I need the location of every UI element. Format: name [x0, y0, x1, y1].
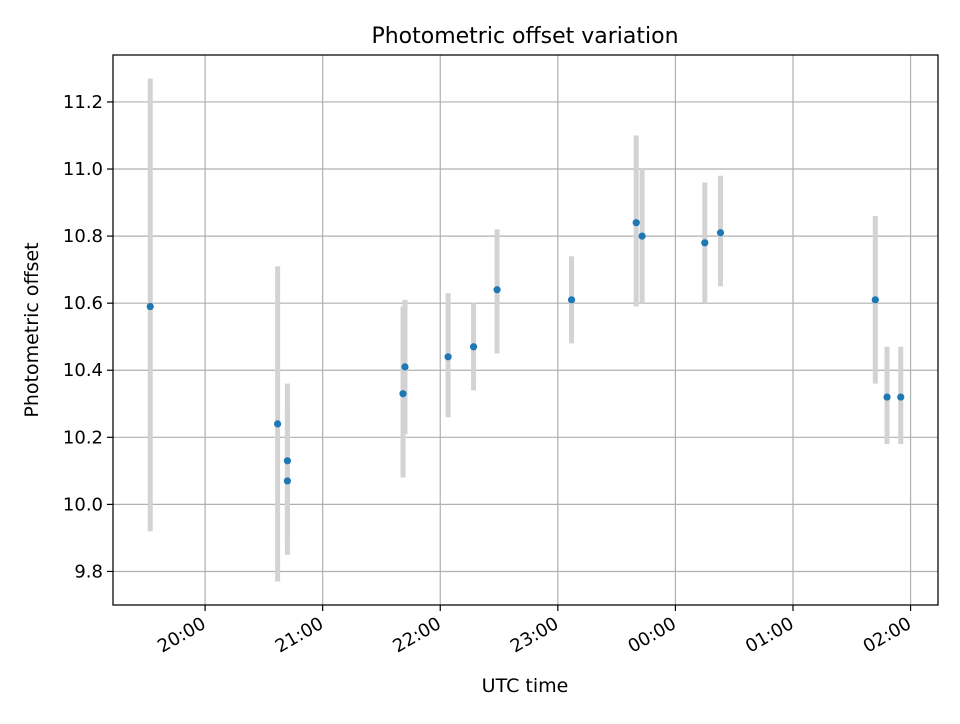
data-point	[701, 239, 709, 247]
data-points	[146, 219, 905, 485]
data-point	[274, 420, 282, 428]
x-tick-label: 22:00	[389, 613, 444, 657]
data-point	[146, 302, 154, 311]
x-tick-label: 20:00	[154, 613, 209, 657]
x-tick-label: 02:00	[860, 613, 915, 657]
data-point	[399, 390, 407, 398]
y-axis-label: Photometric offset	[21, 242, 43, 417]
data-point	[716, 229, 725, 237]
data-point	[493, 286, 501, 294]
data-point	[632, 219, 640, 227]
y-tick-label: 11.2	[63, 92, 103, 113]
y-axis: 9.8 10.0 10.2 10.4 10.6 10.8 11.0 11.2	[63, 92, 113, 582]
y-tick-label: 10.6	[63, 293, 103, 314]
x-tick-label: 01:00	[742, 613, 797, 657]
x-tick-label: 00:00	[624, 613, 679, 657]
data-point	[283, 477, 292, 485]
plot-frame	[112, 54, 939, 606]
y-tick-label: 10.4	[63, 360, 103, 381]
y-tick-label: 9.8	[74, 561, 103, 582]
data-point	[897, 393, 905, 401]
chart-title: Photometric offset variation	[371, 24, 678, 49]
y-tick-label: 10.8	[63, 226, 103, 247]
data-point	[283, 457, 292, 465]
data-point	[401, 363, 409, 371]
x-axis: 20:00 21:00 22:00 23:00 00:00 01:00 02:00	[154, 605, 915, 657]
error-bars	[147, 78, 904, 582]
x-tick-label: 21:00	[272, 613, 327, 657]
grid	[113, 55, 938, 605]
data-point	[469, 343, 478, 351]
data-point	[638, 232, 646, 240]
x-tick-label: 23:00	[507, 613, 562, 657]
data-point	[883, 393, 891, 401]
data-point	[567, 296, 576, 304]
x-axis-label: UTC time	[482, 675, 569, 697]
data-point	[444, 353, 452, 361]
y-tick-label: 10.0	[63, 494, 103, 515]
y-tick-label: 11.0	[63, 159, 103, 180]
y-tick-label: 10.2	[63, 427, 103, 448]
data-point	[871, 296, 879, 304]
